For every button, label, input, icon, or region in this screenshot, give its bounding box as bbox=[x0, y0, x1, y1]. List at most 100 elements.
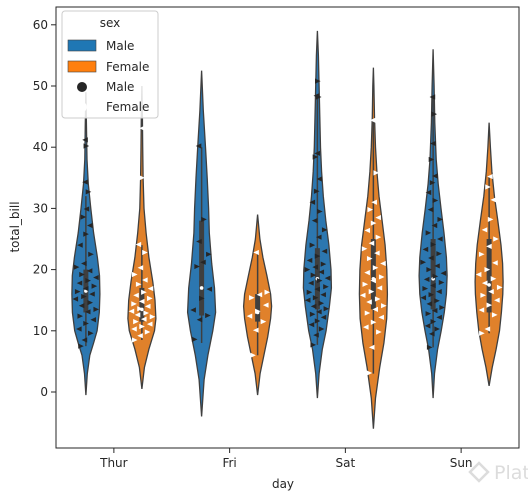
data-point bbox=[306, 257, 313, 264]
data-point bbox=[72, 296, 79, 302]
data-point bbox=[313, 188, 320, 194]
data-point bbox=[144, 329, 151, 335]
data-point bbox=[430, 282, 436, 289]
data-point bbox=[478, 307, 485, 313]
data-point bbox=[86, 222, 93, 229]
platzi-logo-icon bbox=[468, 461, 490, 483]
data-point bbox=[81, 260, 87, 267]
y-tick-label: 40 bbox=[33, 140, 48, 154]
data-point bbox=[133, 292, 139, 298]
data-point bbox=[364, 227, 371, 234]
data-point bbox=[82, 285, 89, 292]
data-point bbox=[83, 320, 89, 327]
data-point bbox=[82, 179, 88, 185]
data-point bbox=[425, 230, 432, 236]
data-point bbox=[484, 267, 491, 273]
legend-swatch-male bbox=[67, 39, 97, 52]
data-point bbox=[432, 173, 438, 179]
data-point bbox=[246, 313, 253, 319]
data-point bbox=[86, 268, 93, 274]
data-point bbox=[318, 326, 325, 332]
data-point bbox=[146, 321, 153, 327]
plot-frame bbox=[55, 6, 520, 449]
data-point bbox=[493, 236, 499, 242]
data-point bbox=[264, 289, 271, 295]
violin-median bbox=[487, 283, 491, 287]
data-point bbox=[432, 197, 439, 204]
x-tick-label: Fri bbox=[222, 456, 236, 470]
y-tick-label: 10 bbox=[33, 324, 48, 338]
legend-marker-male bbox=[77, 82, 87, 92]
data-point bbox=[135, 241, 142, 248]
data-point bbox=[135, 281, 142, 287]
data-point bbox=[368, 344, 375, 350]
data-point bbox=[310, 342, 317, 348]
data-point bbox=[376, 285, 383, 291]
data-point bbox=[249, 295, 255, 301]
data-point bbox=[425, 189, 432, 196]
data-point bbox=[316, 309, 322, 315]
data-point bbox=[492, 260, 498, 266]
data-point bbox=[315, 234, 322, 240]
data-point bbox=[428, 331, 435, 337]
data-point bbox=[428, 156, 435, 163]
data-point bbox=[139, 125, 145, 131]
data-point bbox=[422, 246, 429, 253]
points-female-thur bbox=[128, 125, 156, 343]
data-point bbox=[77, 242, 83, 248]
points-male-thur bbox=[72, 137, 100, 349]
data-point bbox=[372, 306, 379, 312]
data-point bbox=[314, 150, 320, 156]
data-point bbox=[88, 330, 94, 336]
data-point bbox=[312, 295, 319, 301]
data-point bbox=[429, 94, 436, 100]
data-point bbox=[200, 259, 206, 265]
data-point bbox=[142, 249, 148, 256]
data-point bbox=[314, 286, 320, 292]
x-axis-label: day bbox=[272, 477, 294, 491]
data-point bbox=[436, 251, 442, 257]
data-point bbox=[367, 207, 374, 213]
data-point bbox=[428, 292, 435, 298]
data-point bbox=[191, 336, 198, 342]
data-point bbox=[432, 273, 439, 279]
data-point bbox=[79, 271, 85, 278]
legend-marker-female bbox=[77, 102, 87, 112]
data-point bbox=[426, 267, 432, 273]
data-point bbox=[364, 310, 371, 316]
data-point bbox=[140, 316, 147, 322]
data-point bbox=[147, 285, 154, 292]
data-point bbox=[131, 337, 138, 343]
data-point bbox=[304, 267, 311, 273]
legend-label-male: Male bbox=[106, 39, 134, 53]
data-point bbox=[438, 279, 445, 286]
data-point bbox=[490, 276, 497, 282]
data-point bbox=[321, 227, 328, 233]
data-point bbox=[431, 222, 438, 229]
violin-female-fri bbox=[242, 214, 273, 396]
data-point bbox=[142, 277, 148, 283]
data-point bbox=[83, 231, 89, 237]
data-point bbox=[370, 117, 376, 123]
data-point bbox=[314, 253, 321, 259]
legend-title: sex bbox=[100, 16, 121, 30]
data-point bbox=[488, 289, 494, 295]
data-point bbox=[373, 170, 380, 176]
data-point bbox=[370, 220, 377, 226]
data-point bbox=[93, 306, 100, 312]
data-point bbox=[306, 289, 313, 295]
data-point bbox=[359, 292, 366, 298]
data-point bbox=[485, 184, 491, 190]
data-point bbox=[310, 303, 317, 309]
violin-female-sun bbox=[474, 122, 504, 387]
violin-iqr-box bbox=[255, 294, 261, 322]
data-point bbox=[436, 289, 442, 295]
legend-marker-label-female: Female bbox=[106, 100, 149, 114]
data-point bbox=[487, 173, 493, 180]
data-point bbox=[304, 297, 311, 303]
data-point bbox=[201, 216, 207, 223]
data-point bbox=[139, 323, 145, 330]
data-point bbox=[437, 236, 443, 242]
data-point bbox=[420, 295, 427, 301]
